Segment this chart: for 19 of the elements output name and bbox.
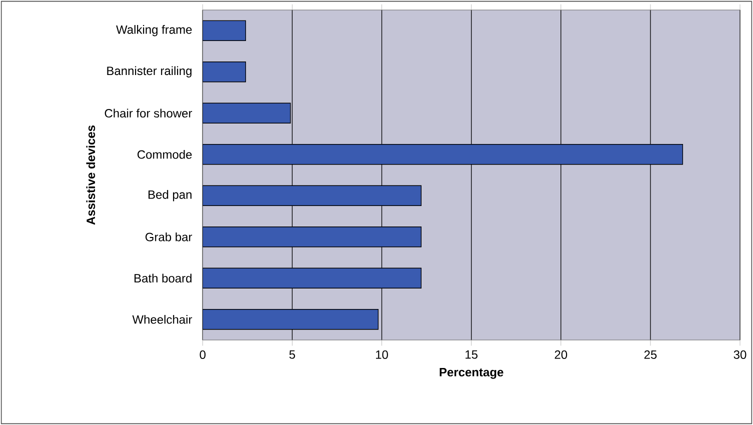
x-tick-label: 0 xyxy=(200,350,206,359)
x-tick-label: 5 xyxy=(289,350,296,359)
y-tick-label: Wheelchair xyxy=(132,314,192,324)
x-tick-label: 25 xyxy=(644,350,657,359)
y-tick-label: Commode xyxy=(138,150,192,159)
y-tick-label: Bannister railing xyxy=(107,66,192,78)
y-axis-title: Assistive devices xyxy=(86,125,96,225)
x-axis-title: Percentage xyxy=(440,368,504,379)
bar xyxy=(202,20,246,41)
y-tick-label: Grab bar xyxy=(146,232,192,242)
bar xyxy=(202,62,246,82)
x-tick-label: 10 xyxy=(376,350,388,359)
y-tick-label: Bath board xyxy=(134,274,192,283)
y-tick-label: Chair for shower xyxy=(104,108,192,118)
x-tick-label: 30 xyxy=(734,350,746,359)
y-tick-label: Walking frame xyxy=(116,25,192,36)
x-tick-label: 15 xyxy=(466,350,478,359)
y-tick-label: Bed pan xyxy=(148,190,192,202)
x-tick-label: 20 xyxy=(554,350,568,359)
